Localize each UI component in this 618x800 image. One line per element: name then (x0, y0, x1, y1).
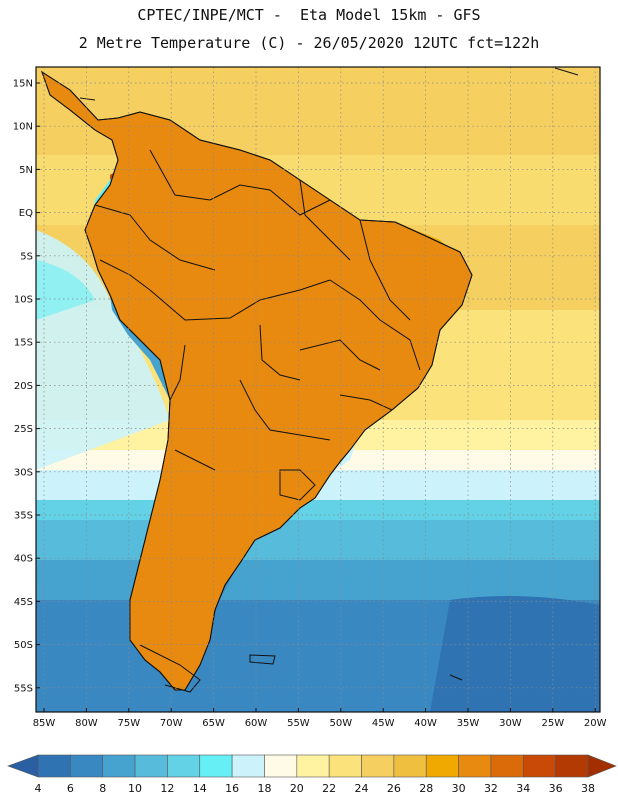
colorbar-label: 36 (549, 782, 563, 795)
lon-label: 70W (160, 718, 183, 729)
lon-label: 50W (329, 718, 352, 729)
colorbar-swatch (296, 754, 330, 778)
colorbar-label: 10 (128, 782, 142, 795)
colorbar-min-arrow (7, 754, 39, 778)
colorbar-label: 24 (355, 782, 369, 795)
lat-label: 15N (13, 79, 33, 90)
colorbar-swatch (522, 754, 556, 778)
lon-label: 40W (414, 718, 437, 729)
lon-label: 85W (33, 718, 56, 729)
lon-label: 80W (75, 718, 98, 729)
colorbar-swatch (37, 754, 71, 778)
colorbar-swatch (102, 754, 136, 778)
colorbar-label: 34 (516, 782, 530, 795)
lon-label: 30W (499, 718, 522, 729)
lat-label: 45S (14, 597, 33, 608)
colorbar-label: 12 (160, 782, 174, 795)
lon-label: 55W (287, 718, 310, 729)
lat-label: 40S (14, 554, 33, 565)
colorbar-swatch (555, 754, 589, 778)
colorbar-label: 4 (35, 782, 42, 795)
colorbar-label: 8 (99, 782, 106, 795)
lat-label: 55S (14, 683, 33, 694)
colorbar-swatch (425, 754, 459, 778)
colorbar-label: 26 (387, 782, 401, 795)
lat-label: 25S (14, 424, 33, 435)
lat-label: 20S (14, 381, 33, 392)
map-title-line1: CPTEC/INPE/MCT - Eta Model 15km - GFS (137, 6, 481, 24)
lat-label: 5N (19, 165, 33, 176)
lat-label: 50S (14, 640, 33, 651)
colorbar-label: 32 (484, 782, 498, 795)
colorbar-label: 22 (322, 782, 336, 795)
lat-label: 15S (14, 338, 33, 349)
colorbar-swatch (199, 754, 233, 778)
colorbar-swatch (167, 754, 201, 778)
colorbar-label: 30 (452, 782, 466, 795)
lon-label: 60W (245, 718, 268, 729)
lon-label: 25W (541, 718, 564, 729)
lat-label: 10S (14, 295, 33, 306)
colorbar-swatch (361, 754, 395, 778)
colorbar-label: 38 (581, 782, 595, 795)
colorbar-swatch (328, 754, 362, 778)
lat-label: 30S (14, 467, 33, 478)
country-borders (41, 67, 579, 693)
lon-label: 20W (584, 718, 607, 729)
colorbar-swatch (70, 754, 104, 778)
colorbar-swatch (264, 754, 298, 778)
colorbar-swatch (490, 754, 524, 778)
colorbar-label: 18 (257, 782, 271, 795)
colorbar-swatch (393, 754, 427, 778)
lat-label: 10N (13, 122, 33, 133)
lon-label: 35W (457, 718, 480, 729)
colorbar: 4 6 8 10 12 14 16 18 20 22 24 26 28 30 32 34 36 38 (7, 754, 617, 795)
lat-label: 5S (20, 251, 33, 262)
lat-label: 35S (14, 511, 33, 522)
colorbar-swatch (231, 754, 265, 778)
colorbar-max-arrow (587, 754, 617, 778)
lon-label: 45W (372, 718, 395, 729)
colorbar-swatch (134, 754, 168, 778)
map-frame (35, 66, 601, 713)
colorbar-label: 6 (67, 782, 74, 795)
colorbar-label: 28 (419, 782, 433, 795)
colorbar-label: 20 (290, 782, 304, 795)
colorbar-label: 16 (225, 782, 239, 795)
map-title-line2: 2 Metre Temperature (C) - 26/05/2020 12U… (78, 34, 540, 52)
lat-label: EQ (19, 208, 33, 219)
lon-label: 65W (202, 718, 225, 729)
colorbar-swatch (458, 754, 492, 778)
lon-label: 75W (117, 718, 140, 729)
colorbar-label: 14 (193, 782, 207, 795)
